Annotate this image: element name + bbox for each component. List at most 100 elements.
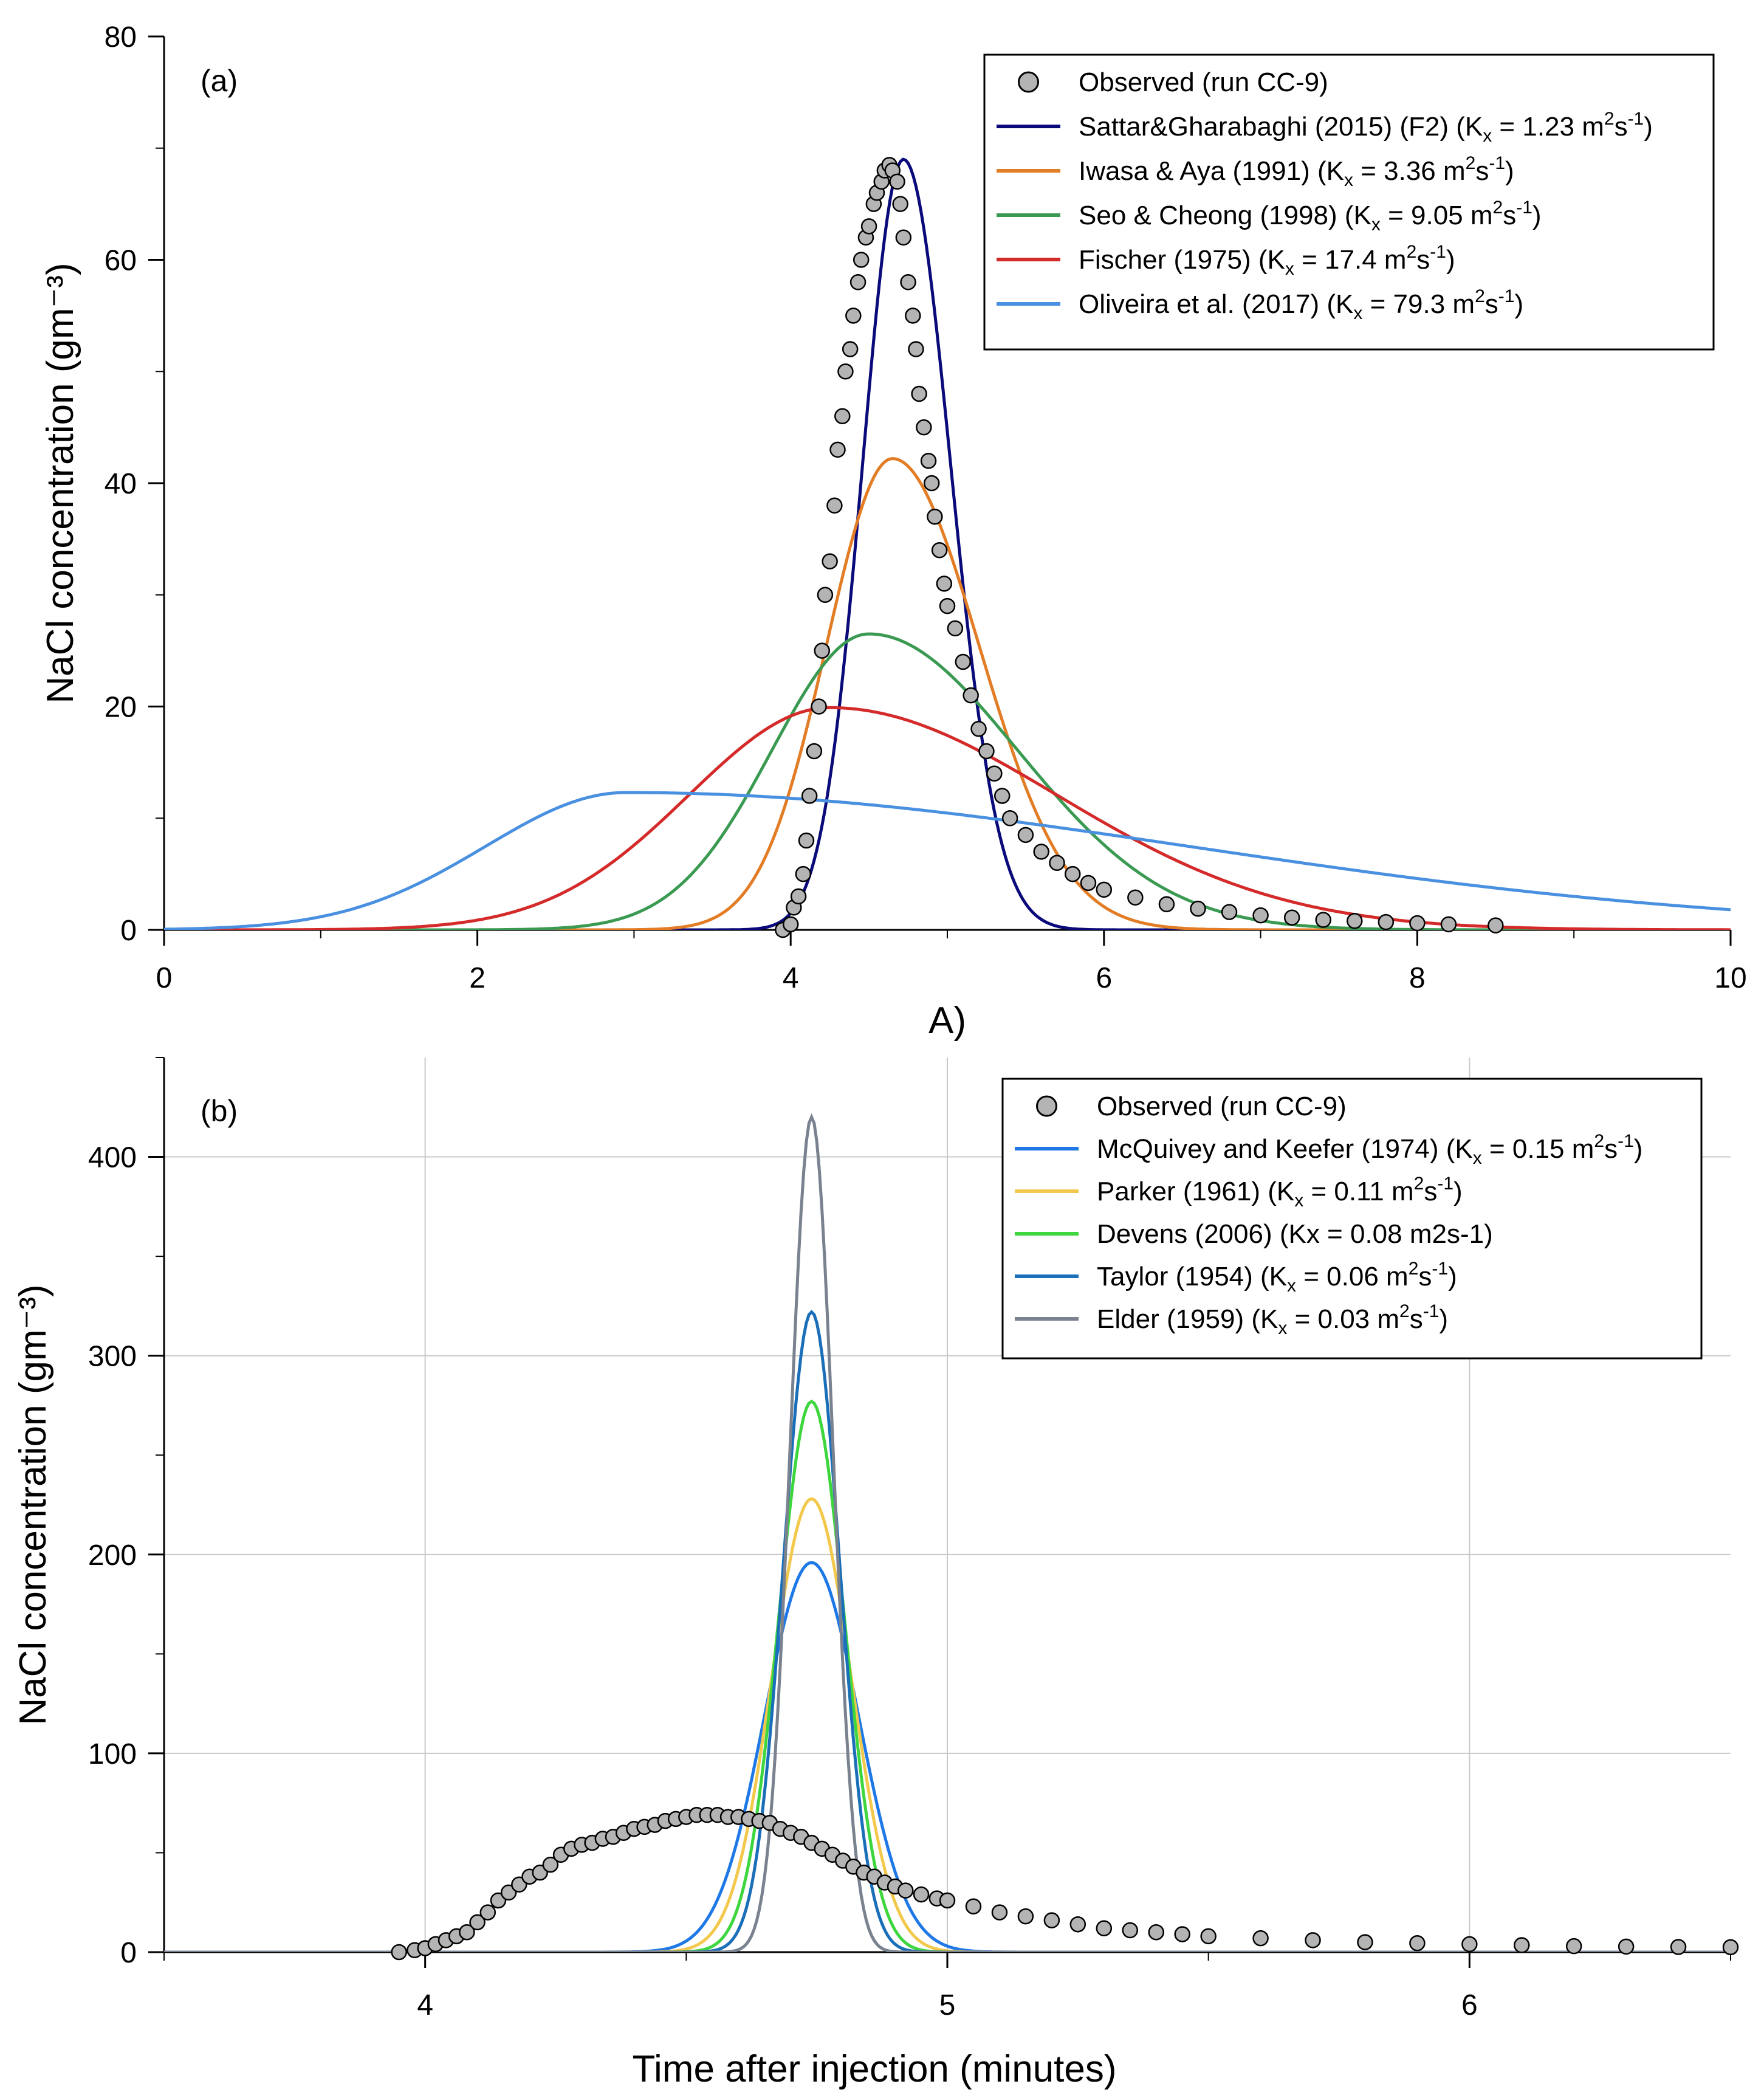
series-line-0 — [164, 157, 1731, 930]
observed-point — [1565, 1938, 1582, 1955]
series-line-1 — [164, 457, 1731, 930]
y-tick-label: 60 — [105, 245, 137, 277]
observed-point — [1017, 1908, 1034, 1925]
observed-point — [900, 274, 916, 291]
observed-point — [913, 1886, 930, 1903]
observed-point — [939, 1892, 956, 1909]
x-tick-label: 8 — [1409, 962, 1426, 994]
x-tick-label: 6 — [1461, 1989, 1478, 2021]
observed-point — [459, 1924, 475, 1941]
observed-point — [994, 788, 1011, 804]
observed-point — [1080, 875, 1097, 892]
observed-point — [916, 419, 932, 436]
observed-point — [920, 453, 937, 469]
x-axis-label: A) — [928, 1000, 966, 1042]
y-tick-label: 200 — [88, 1539, 137, 1572]
observed-point — [822, 553, 838, 569]
x-tick-label: 2 — [469, 962, 486, 994]
legend-label: Observed (run CC-9) — [1079, 67, 1328, 97]
legend-label: Parker (1961) (Kx = 0.11 m2s-1) — [1097, 1174, 1463, 1211]
x-tick-label: 5 — [939, 1989, 956, 2021]
observed-point — [1670, 1939, 1687, 1955]
x-tick-label: 4 — [783, 962, 799, 994]
observed-point — [1096, 1920, 1113, 1936]
legend-label: Observed (run CC-9) — [1097, 1092, 1347, 1121]
observed-point — [1043, 1912, 1060, 1928]
observed-point — [860, 218, 877, 235]
x-tick-label: 4 — [417, 1989, 433, 2021]
observed-point — [829, 441, 846, 458]
observed-point — [1127, 889, 1144, 906]
series-line-4 — [164, 791, 1731, 930]
x-axis-label: Time after injection (minutes) — [632, 2048, 1116, 2090]
legend-swatch-observed — [1036, 1095, 1057, 1117]
observed-point — [542, 1856, 559, 1873]
legend-label: Sattar&Gharabaghi (2015) (F2) (Kx = 1.23… — [1079, 109, 1653, 146]
panel-label: (a) — [201, 64, 238, 98]
y-tick-label: 300 — [88, 1341, 137, 1373]
observed-point — [1221, 904, 1238, 920]
observed-point — [895, 229, 912, 246]
legend-box — [983, 53, 1715, 351]
observed-point — [931, 542, 948, 559]
x-tick-label: 0 — [156, 962, 173, 994]
observed-point — [1488, 917, 1504, 934]
observed-point — [1200, 1928, 1217, 1945]
observed-point — [986, 765, 1003, 782]
y-axis-label: NaCl concentration (gm⁻³) — [12, 1284, 54, 1725]
observed-point — [892, 196, 908, 212]
legend-swatch-observed — [1018, 71, 1039, 93]
observed-point — [970, 721, 987, 737]
series-line-2 — [164, 632, 1731, 930]
panel-label: (b) — [201, 1094, 238, 1128]
series-line-3 — [164, 706, 1731, 930]
legend-label: Iwasa & Aya (1991) (Kx = 3.36 m2s-1) — [1079, 153, 1514, 190]
observed-point — [927, 508, 943, 525]
series-line-0 — [164, 1561, 1731, 1952]
observed-point — [1148, 1924, 1164, 1941]
observed-point — [1347, 913, 1363, 929]
x-tick-label: 6 — [1096, 962, 1112, 994]
legend: Observed (run CC-9) McQuivey and Keefer (… — [1001, 1078, 1703, 1360]
observed-point — [991, 1904, 1008, 1921]
observed-point — [1252, 907, 1269, 924]
panel-b: 4 5 6 0 100 200 300 400 NaCl concentration (gm⁻³… — [12, 1057, 1739, 2090]
observed-point — [923, 475, 940, 492]
observed-point — [911, 385, 927, 402]
y-tick-label: 0 — [120, 915, 137, 947]
observed-point — [1069, 1916, 1086, 1933]
observed-point — [795, 865, 812, 882]
y-tick-label: 80 — [105, 21, 137, 53]
observed-point — [1409, 915, 1426, 932]
observed-point — [1049, 855, 1065, 871]
observed-point — [936, 576, 953, 592]
observed-point — [845, 308, 862, 324]
observed-point — [391, 1944, 407, 1961]
observed-point — [1409, 1935, 1426, 1952]
observed-point — [939, 597, 956, 614]
observed-point — [479, 1904, 496, 1921]
observed-point — [837, 363, 854, 380]
x-tick-label: 10 — [1714, 962, 1746, 994]
y-tick-label: 20 — [105, 692, 137, 724]
legend-label: Oliveira et al. (2017) (Kx = 79.3 m2s-1) — [1079, 286, 1523, 323]
observed-point — [955, 653, 972, 670]
observed-point — [978, 743, 995, 760]
observed-point — [849, 274, 867, 291]
observed-markers — [391, 1807, 1739, 1961]
observed-point — [1722, 1939, 1739, 1956]
observed-point — [842, 341, 859, 357]
observed-point — [826, 497, 843, 514]
observed-markers — [775, 157, 1504, 938]
y-tick-label: 100 — [88, 1738, 137, 1770]
model-curves — [164, 1113, 1731, 1952]
observed-point — [814, 642, 831, 659]
observed-point — [798, 832, 815, 849]
y-tick-label: 400 — [88, 1142, 137, 1174]
observed-point — [1190, 900, 1206, 917]
observed-point — [905, 308, 921, 324]
observed-point — [908, 341, 924, 357]
panel-a: 0 2 4 6 8 10 0 20 40 60 80 NaCl concentration (gm⁻³… — [39, 21, 1747, 1042]
observed-point — [1514, 1937, 1530, 1953]
